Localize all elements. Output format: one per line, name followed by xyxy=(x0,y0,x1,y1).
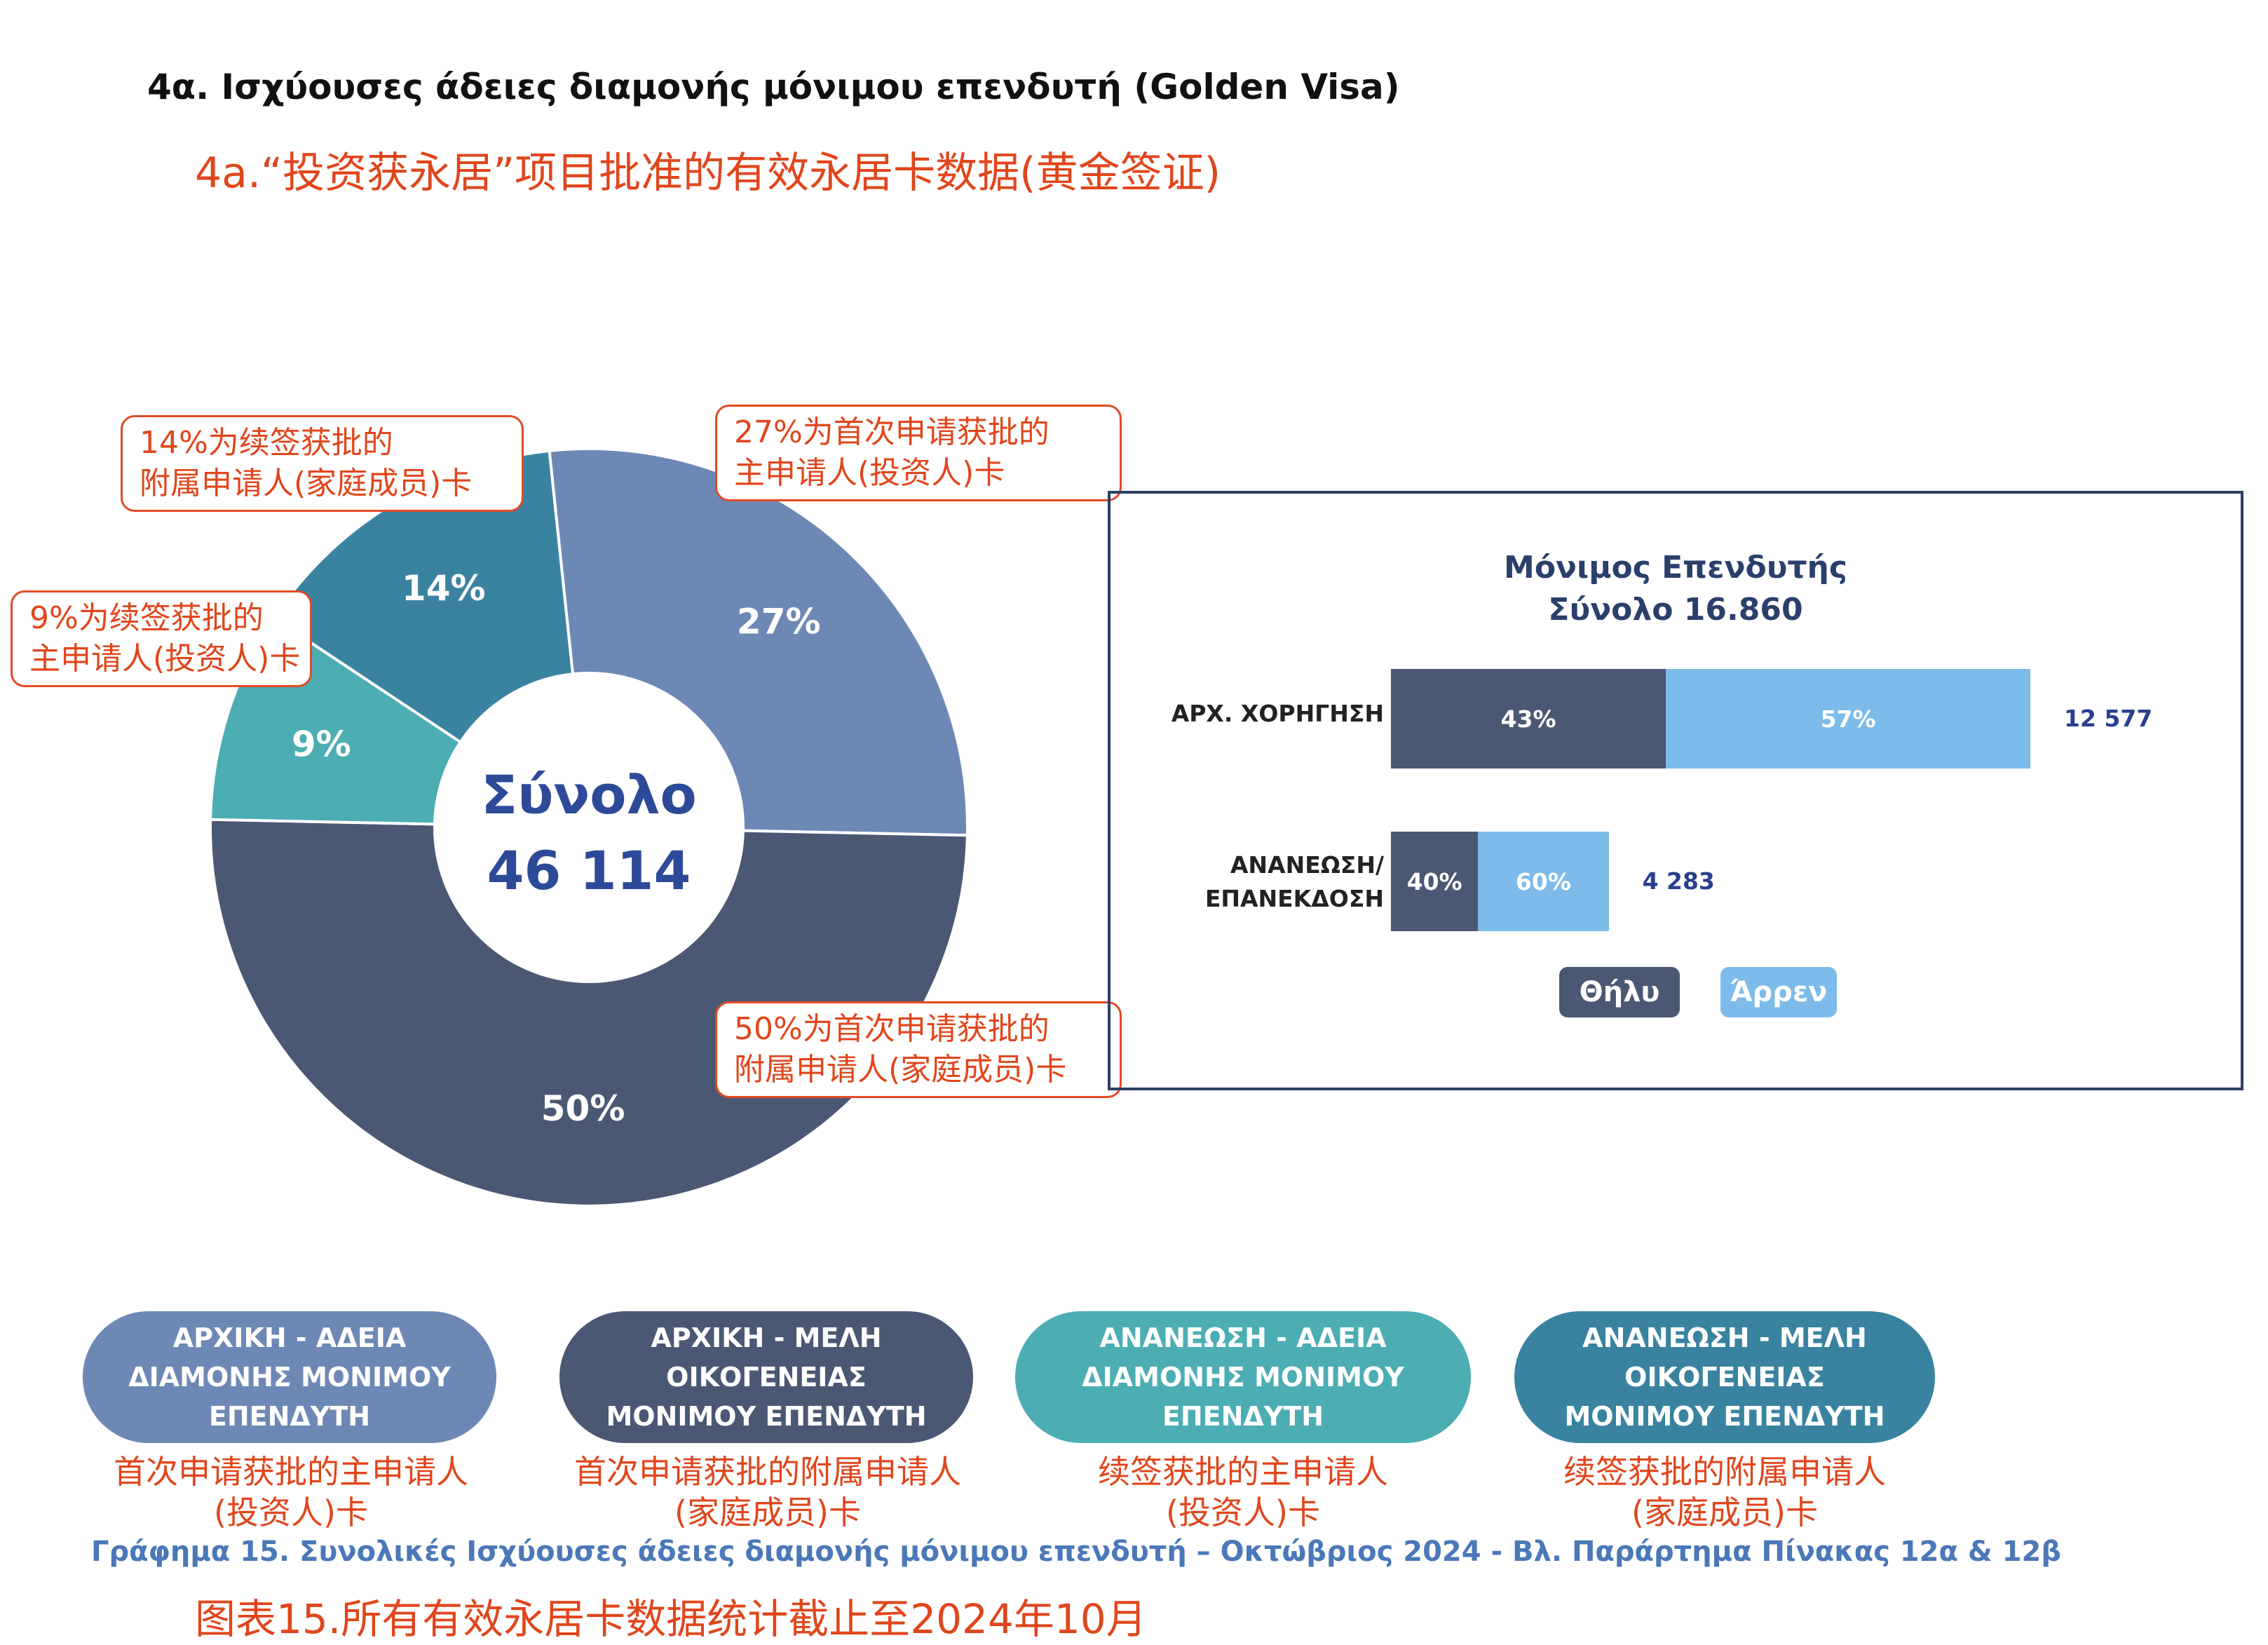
callout-14-line-1: 14%为续签获批的 xyxy=(140,425,393,461)
callout-9-line-2: 主申请人(投资人)卡 xyxy=(29,641,301,677)
bar-total-label: 12 577 xyxy=(2064,705,2153,732)
donut-center-label: Σύνολο xyxy=(481,764,697,826)
pill-line: ΑΡΧΙΚΗ - ΑΔΕΙΑ xyxy=(172,1322,407,1353)
category-0-line-1: ΑΡΧ. ΧΟΡΗΓΗΣΗ xyxy=(1171,700,1384,727)
translation-line: (家庭成员)卡 xyxy=(674,1494,861,1531)
donut-slice-label: 14% xyxy=(402,568,486,609)
callout-9-line-1: 9%为续签获批的 xyxy=(29,600,264,636)
pill-line: ΑΝΑΝΕΩΣΗ - ΜΕΛΗ xyxy=(1582,1322,1867,1353)
legend-female: Θήλυ xyxy=(1559,967,1680,1017)
pill-line: ΟΙΚΟΓΕΝΕΙΑΣ xyxy=(1624,1362,1825,1393)
callout-50: 50%为首次申请获批的 附属申请人(家庭成员)卡 xyxy=(715,1001,1122,1098)
callout-27-line-1: 27%为首次申请获批的 xyxy=(734,414,1050,450)
callout-50-line-1: 50%为首次申请获批的 xyxy=(734,1011,1050,1047)
page-title: 4α. Ισχύουσες άδειες διαμονής μόνιμου επ… xyxy=(147,67,1400,107)
figure-caption: Γράφημα 15. Συνολικές Ισχύουσες άδειες δ… xyxy=(91,1536,2061,1568)
callout-14: 14%为续签获批的 附属申请人(家庭成员)卡 xyxy=(121,415,524,512)
legend-translation: 首次申请获批的主申请人 (投资人)卡 xyxy=(70,1451,512,1533)
bar-category-label: ΑΡΧ. ΧΟΡΗΓΗΣΗ xyxy=(1139,697,1384,731)
callout-9: 9%为续签获批的 主申请人(投资人)卡 xyxy=(11,590,312,687)
legend-pill-initial-investor: ΑΡΧΙΚΗ - ΑΔΕΙΑ ΔΙΑΜΟΝΗΣ ΜΟΝΙΜΟΥ ΕΠΕΝΔΥΤΗ xyxy=(83,1311,496,1443)
callout-27: 27%为首次申请获批的 主申请人(投资人)卡 xyxy=(715,405,1122,501)
legend-pill-renewal-investor: ΑΝΑΝΕΩΣΗ - ΑΔΕΙΑ ΔΙΑΜΟΝΗΣ ΜΟΝΙΜΟΥ ΕΠΕΝΔΥ… xyxy=(1015,1311,1471,1443)
bar-chart-panel: Μόνιμος Επενδυτής Σύνολο 16.860 ΑΡΧ. ΧΟΡ… xyxy=(1108,491,2243,1090)
pill-line: ΜΟΝΙΜΟΥ ΕΠΕΝΔΥΤΗ xyxy=(1564,1401,1885,1432)
legend-translation: 续签获批的附属申请人 (家庭成员)卡 xyxy=(1500,1451,1949,1533)
translation-line: (投资人)卡 xyxy=(214,1494,368,1531)
translation-line: 续签获批的附属申请人 xyxy=(1563,1453,1886,1491)
page-title-translation: 4a.“投资获永居”项目批准的有效永居卡数据(黄金签证) xyxy=(195,149,1221,198)
translation-line: 首次申请获批的附属申请人 xyxy=(574,1453,961,1491)
donut-slice-label: 50% xyxy=(541,1088,625,1129)
bar-segment: 57% xyxy=(1666,669,2030,769)
translation-line: 首次申请获批的主申请人 xyxy=(114,1453,468,1491)
pill-line: ΕΠΕΝΔΥΤΗ xyxy=(208,1401,371,1432)
bar-segment: 43% xyxy=(1391,669,1666,769)
pill-line: ΟΙΚΟΓΕΝΕΙΑΣ xyxy=(666,1362,867,1393)
callout-14-line-2: 附属申请人(家庭成员)卡 xyxy=(140,466,473,501)
legend-translation: 首次申请获批的附属申请人 (家庭成员)卡 xyxy=(540,1451,996,1533)
figure-caption-translation: 图表15.所有有效永居卡数据统计截止至2024年10月 xyxy=(195,1595,1147,1643)
donut-chart: 27% 50% 9% 14% Σύνολο 46 114 xyxy=(209,447,969,1207)
legend-translation: 续签获批的主申请人 (投资人)卡 xyxy=(1015,1451,1471,1533)
translation-line: (投资人)卡 xyxy=(1166,1494,1320,1531)
category-1-line-1: ΑΝΑΝΕΩΣΗ/ xyxy=(1230,851,1384,879)
pill-line: ΕΠΕΝΔΥΤΗ xyxy=(1162,1401,1324,1432)
pill-line: ΜΟΝΙΜΟΥ ΕΠΕΝΔΥΤΗ xyxy=(606,1401,927,1432)
translation-line: 续签获批的主申请人 xyxy=(1098,1453,1388,1491)
bar-chart-subtitle: Σύνολο 16.860 xyxy=(1548,592,1803,628)
pill-line: ΔΙΑΜΟΝΗΣ ΜΟΝΙΜΟΥ xyxy=(128,1362,451,1393)
translation-line: (家庭成员)卡 xyxy=(1631,1494,1818,1531)
bar-category-label: ΑΝΑΝΕΩΣΗ/ ΕΠΑΝΕΚΔΟΣΗ xyxy=(1139,848,1384,916)
callout-27-line-2: 主申请人(投资人)卡 xyxy=(734,455,1005,491)
donut-slice-label: 9% xyxy=(292,724,351,764)
legend-pill-initial-family: ΑΡΧΙΚΗ - ΜΕΛΗ ΟΙΚΟΓΕΝΕΙΑΣ ΜΟΝΙΜΟΥ ΕΠΕΝΔΥ… xyxy=(559,1311,973,1443)
category-1-line-2: ΕΠΑΝΕΚΔΟΣΗ xyxy=(1204,885,1384,912)
donut-center-value: 46 114 xyxy=(487,839,691,902)
pill-line: ΔΙΑΜΟΝΗΣ ΜΟΝΙΜΟΥ xyxy=(1082,1362,1404,1393)
pill-line: ΑΡΧΙΚΗ - ΜΕΛΗ xyxy=(651,1322,882,1353)
bar-segment: 40% xyxy=(1391,832,1479,931)
legend-pill-renewal-family: ΑΝΑΝΕΩΣΗ - ΜΕΛΗ ΟΙΚΟΓΕΝΕΙΑΣ ΜΟΝΙΜΟΥ ΕΠΕΝ… xyxy=(1514,1311,1935,1443)
legend-male: Άρρεν xyxy=(1720,967,1837,1017)
donut-hole xyxy=(435,673,743,982)
donut-slice-label: 27% xyxy=(737,602,821,642)
callout-50-line-2: 附属申请人(家庭成员)卡 xyxy=(734,1052,1067,1088)
bar-chart-title: Μόνιμος Επενδυτής xyxy=(1504,550,1847,585)
bar-segment: 60% xyxy=(1478,832,1609,931)
bar-total-label: 4 283 xyxy=(1642,867,1715,895)
pill-line: ΑΝΑΝΕΩΣΗ - ΑΔΕΙΑ xyxy=(1099,1322,1387,1353)
